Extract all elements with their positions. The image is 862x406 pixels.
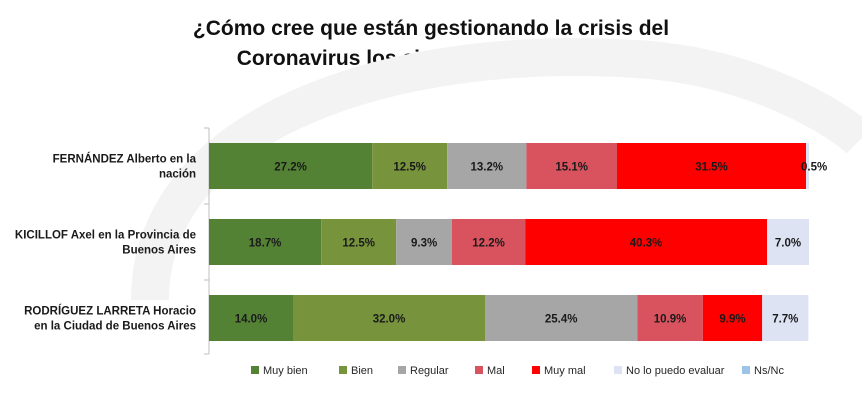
bar-2-3 [637,295,703,341]
chart-title-line-1: ¿Cómo cree que están gestionando la cris… [192,17,670,40]
category-label-0: FERNÁNDEZ Alberto en la nación [53,153,197,181]
legend-swatch-5 [614,366,622,374]
bar-1-4 [525,219,767,265]
bar-0-0 [209,143,373,189]
legend-label-4: Muy mal [544,365,586,377]
data-label-0-2: 13.2% [470,162,503,174]
bar-2-5 [762,295,809,341]
data-label-1-3: 12.2% [472,238,505,250]
bar-0-2 [447,143,527,189]
data-label-2-3: 10.9% [654,314,687,326]
bar-1-5 [767,219,809,265]
data-label-0-0: 27.2% [274,162,307,174]
data-label-0-1: 12.5% [393,162,426,174]
data-label-0-3: 15.1% [555,162,588,174]
bar-1-1 [321,219,397,265]
legend-label-3: Mal [487,365,505,377]
bar-0-1 [372,143,448,189]
data-label-2-4: 9.9% [719,314,745,326]
data-label-1-5: 7.0% [775,238,801,250]
legend-label-5: No lo puedo evaluar [626,365,725,377]
watermark-arc [131,38,862,301]
legend-swatch-3 [475,366,483,374]
bar-2-2 [485,295,638,341]
data-label-2-2: 25.4% [545,314,578,326]
legend-label-6: Ns/Nc [754,365,784,377]
data-label-2-0: 14.0% [235,314,268,326]
bar-0-4 [617,143,806,189]
data-label-1-4: 40.3% [630,238,663,250]
bar-1-0 [209,219,322,265]
category-label-2: RODRÍGUEZ LARRETA Horacio en la Ciudad de… [24,305,196,333]
legend-swatch-2 [398,366,406,374]
legend-label-1: Bien [351,365,373,377]
bar-1-2 [396,219,452,265]
legend-swatch-1 [339,366,347,374]
data-label-2-5: 7.7% [772,314,798,326]
bar-0-5 [806,143,809,189]
category-label-1: KICILLOF Axel en la Provincia de Buenos A… [15,230,196,257]
data-label-1-0: 18.7% [249,238,282,250]
data-label-0-5: 0.5% [801,162,827,174]
data-label-0-4: 31.5% [695,162,728,174]
legend-swatch-0 [251,366,259,374]
legend-swatch-4 [532,366,540,374]
bar-2-0 [209,295,293,341]
legend-swatch-6 [742,366,750,374]
legend-label-2: Regular [410,365,449,377]
data-label-1-2: 9.3% [411,238,437,250]
bar-2-1 [293,295,485,341]
legend-label-0: Muy bien [263,365,308,377]
data-label-1-1: 12.5% [342,238,375,250]
bar-1-3 [452,219,526,265]
data-label-2-1: 32.0% [373,314,406,326]
bar-0-3 [526,143,617,189]
bar-2-4 [702,295,763,341]
